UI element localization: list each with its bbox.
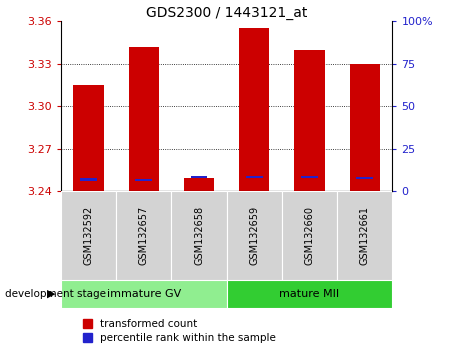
Bar <box>171 191 226 280</box>
Bar <box>337 191 392 280</box>
Legend: transformed count, percentile rank within the sample: transformed count, percentile rank withi… <box>83 319 276 343</box>
Bar <box>239 28 269 191</box>
Text: development stage: development stage <box>5 289 106 299</box>
Text: GSM132658: GSM132658 <box>194 206 204 265</box>
Bar <box>74 85 104 191</box>
Text: ▶: ▶ <box>47 289 56 299</box>
Text: GSM132592: GSM132592 <box>83 206 93 265</box>
Bar <box>226 191 282 280</box>
Text: GSM132660: GSM132660 <box>304 206 314 265</box>
Bar <box>226 280 392 308</box>
Bar <box>246 176 262 178</box>
Bar <box>191 176 207 178</box>
Title: GDS2300 / 1443121_at: GDS2300 / 1443121_at <box>146 6 307 20</box>
Bar <box>301 176 318 178</box>
Text: immature GV: immature GV <box>106 289 181 299</box>
Text: GSM132661: GSM132661 <box>360 206 370 265</box>
Text: GSM132657: GSM132657 <box>139 206 149 265</box>
Bar <box>61 280 226 308</box>
Bar <box>350 64 380 191</box>
Bar <box>184 178 214 191</box>
Bar <box>356 177 373 179</box>
Bar <box>116 191 171 280</box>
Text: mature MII: mature MII <box>280 289 340 299</box>
Bar <box>61 191 116 280</box>
Bar <box>282 191 337 280</box>
Bar <box>135 179 152 181</box>
Text: GSM132659: GSM132659 <box>249 206 259 265</box>
Bar <box>80 178 97 181</box>
Bar <box>295 50 325 191</box>
Bar <box>129 47 159 191</box>
